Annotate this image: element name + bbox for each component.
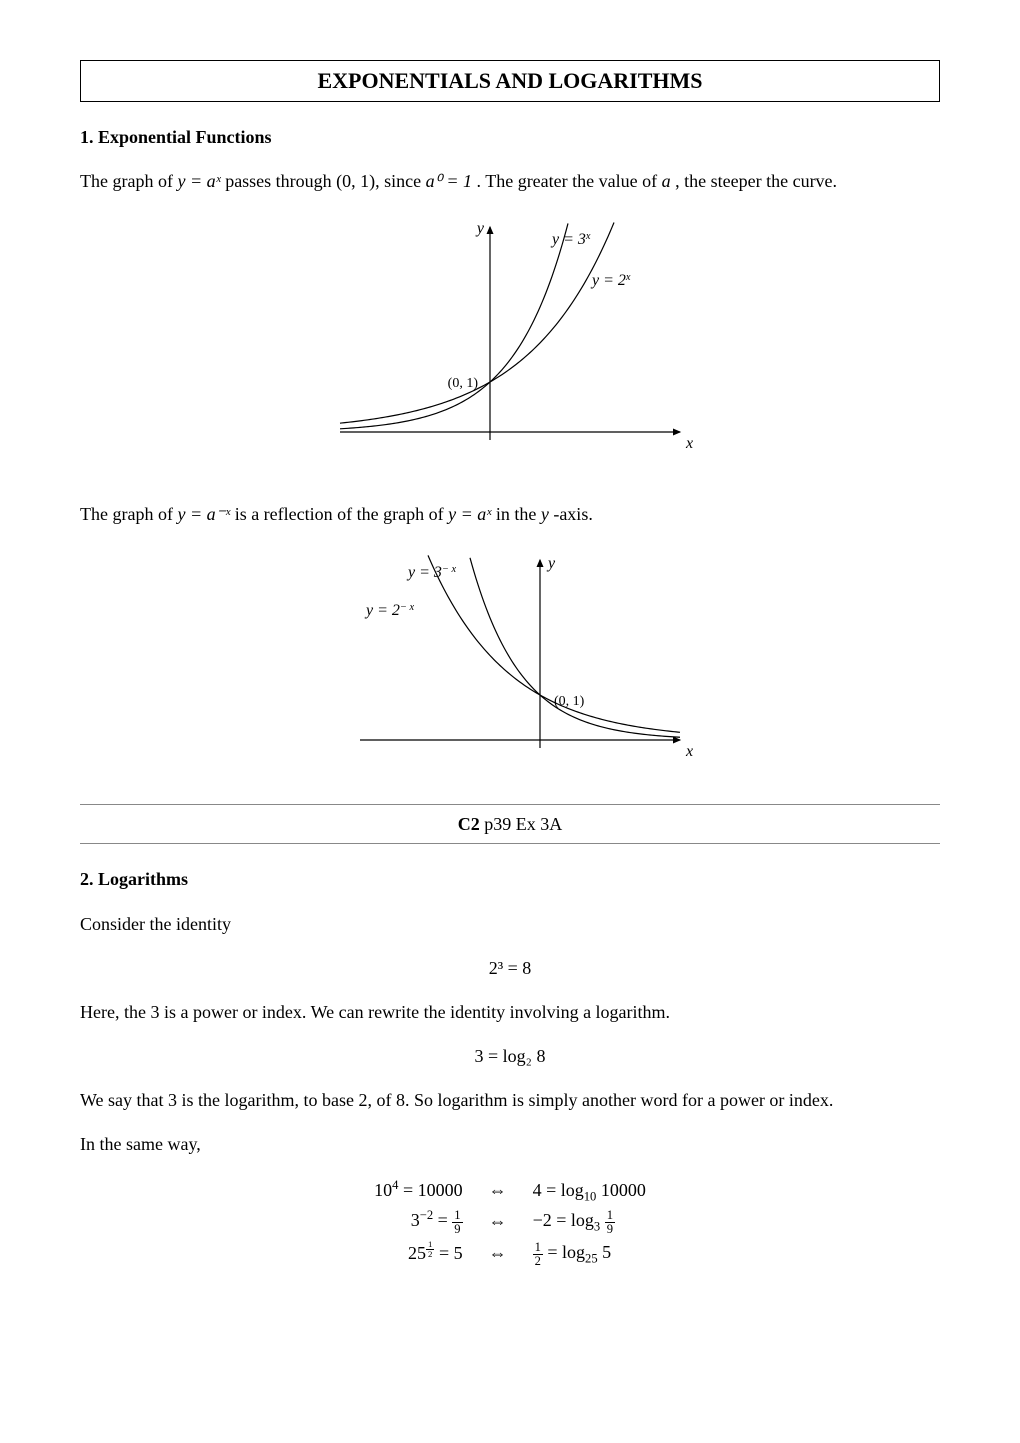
page: EXPONENTIALS AND LOGARITHMS 1. Exponenti… (0, 0, 1020, 1329)
inline-var: y (541, 504, 549, 524)
lhs-cell: 104 = 10000 (366, 1175, 470, 1205)
text: is a reflection of the graph of (235, 504, 448, 524)
section1-para1: The graph of y = aˣ passes through (0, 1… (80, 168, 940, 194)
divider (80, 843, 940, 844)
section2-heading: 2. Logarithms (80, 866, 940, 892)
svg-text:x: x (685, 743, 693, 760)
reference-rest: p39 Ex 3A (480, 814, 563, 834)
lhs-cell: 3−2 = 19 (366, 1205, 470, 1237)
section2-para2: Here, the 3 is a power or index. We can … (80, 999, 940, 1025)
svg-text:y: y (475, 220, 485, 237)
svg-text:(0, 1): (0, 1) (448, 376, 479, 391)
table-row: 104 = 10000⇔4 = log10 10000 (366, 1175, 654, 1205)
reference-line: C2 p39 Ex 3A (80, 809, 940, 839)
table-row: 3−2 = 19⇔−2 = log3 19 (366, 1205, 654, 1237)
graph2: x y (0, 1) y = 3− x y = 2− x (80, 545, 940, 782)
arrow-cell: ⇔ (471, 1175, 525, 1205)
inline-eq: a⁰ = 1 (426, 171, 472, 191)
display-eq1: 2³ = 8 (80, 955, 940, 981)
text: passes through (0, 1), since (225, 171, 425, 191)
text: , the steeper the curve. (675, 171, 837, 191)
svg-text:y = 3− x: y = 3− x (406, 564, 457, 582)
svg-text:y = 2− x: y = 2− x (364, 602, 415, 620)
inline-eq: y = a⁻ˣ (177, 504, 230, 524)
svg-text:y: y (546, 555, 556, 572)
text: . The greater the value of (477, 171, 662, 191)
text: -axis. (553, 504, 593, 524)
text: The graph of (80, 504, 177, 524)
reference-bold: C2 (458, 814, 480, 834)
svg-text:(0, 1): (0, 1) (554, 694, 585, 709)
section1-para2: The graph of y = a⁻ˣ is a reflection of … (80, 501, 940, 527)
equivalence-table: 104 = 10000⇔4 = log10 100003−2 = 19⇔−2 =… (366, 1175, 654, 1269)
inline-eq: y = aˣ (448, 504, 491, 524)
text: The graph of (80, 171, 177, 191)
section2-para1: Consider the identity (80, 911, 940, 937)
display-eq2: 3 = log₂ 8 (80, 1043, 940, 1069)
svg-text:x: x (685, 435, 693, 452)
exponential-graph: x y (0, 1) y = 3x y = 2x (320, 212, 700, 472)
section1-heading: 1. Exponential Functions (80, 124, 940, 150)
graph1: x y (0, 1) y = 3x y = 2x (80, 212, 940, 479)
text: in the (496, 504, 541, 524)
arrow-cell: ⇔ (471, 1205, 525, 1237)
table-row: 2512 = 5⇔12 = log25 5 (366, 1237, 654, 1269)
reflected-exponential-graph: x y (0, 1) y = 3− x y = 2− x (320, 545, 700, 775)
rhs-cell: 12 = log25 5 (525, 1237, 654, 1269)
inline-eq: y = aˣ (177, 171, 220, 191)
page-title: EXPONENTIALS AND LOGARITHMS (80, 60, 940, 102)
rhs-cell: 4 = log10 10000 (525, 1175, 654, 1205)
divider (80, 804, 940, 805)
arrow-cell: ⇔ (471, 1237, 525, 1269)
section2-para3: We say that 3 is the logarithm, to base … (80, 1087, 940, 1113)
section2-para4: In the same way, (80, 1131, 940, 1157)
svg-text:y = 2x: y = 2x (590, 272, 631, 290)
rhs-cell: −2 = log3 19 (525, 1205, 654, 1237)
lhs-cell: 2512 = 5 (366, 1237, 470, 1269)
svg-text:y = 3x: y = 3x (550, 231, 591, 249)
inline-var: a (662, 171, 671, 191)
